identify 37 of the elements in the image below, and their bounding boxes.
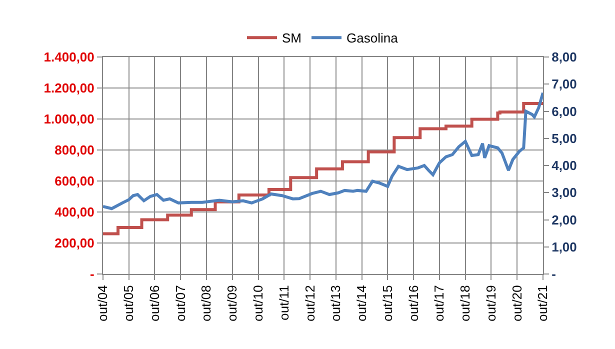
x-tick-label: out/10 [250,285,266,322]
x-tick-label: out/19 [483,285,498,322]
x-tick-label: out/16 [406,285,421,322]
y2-tick-label: 3,00 [552,185,577,200]
x-tick-label: out/13 [328,285,344,322]
x-tick-label: out/07 [172,285,188,322]
x-tick-label: out/17 [432,285,447,322]
x-tick-label: out/04 [95,285,110,322]
y2-tick-label: 7,00 [552,76,577,92]
y2-tick-label: 1,00 [552,239,577,254]
y-tick-label: 200,00 [54,236,94,251]
x-tick-label: out/20 [509,285,524,322]
y2-tick-label: - [552,266,556,282]
x-tick-label: out/14 [354,285,370,322]
legend-label: Gasolina [346,30,399,46]
y-tick-label: 400,00 [54,204,94,220]
x-tick-label: out/21 [535,285,550,322]
x-tick-label: out/12 [302,285,318,322]
y2-tick-label: 5,00 [552,130,577,146]
x-tick-label: out/09 [224,285,240,322]
x-tick-label: out/18 [458,285,473,322]
x-tick-label: out/06 [146,285,162,322]
y-tick-label: 600,00 [54,174,94,189]
y2-tick-label: 4,00 [552,158,577,174]
y2-tick-label: 2,00 [552,212,577,228]
y-tick-label: 800,00 [54,142,94,158]
y-tick-label: 1.200,00 [44,80,94,96]
y-tick-label: 1.000,00 [44,112,94,127]
y2-tick-label: 8,00 [552,50,577,65]
x-tick-label: out/05 [121,285,136,322]
y-tick-label: 1.400,00 [44,50,94,65]
y2-tick-label: 6,00 [552,104,577,119]
legend-label: SM [282,30,302,46]
y-tick-label: - [90,266,94,282]
x-tick-label: out/15 [380,285,395,322]
x-tick-label: out/11 [276,285,292,320]
x-tick-label: out/08 [198,285,214,322]
